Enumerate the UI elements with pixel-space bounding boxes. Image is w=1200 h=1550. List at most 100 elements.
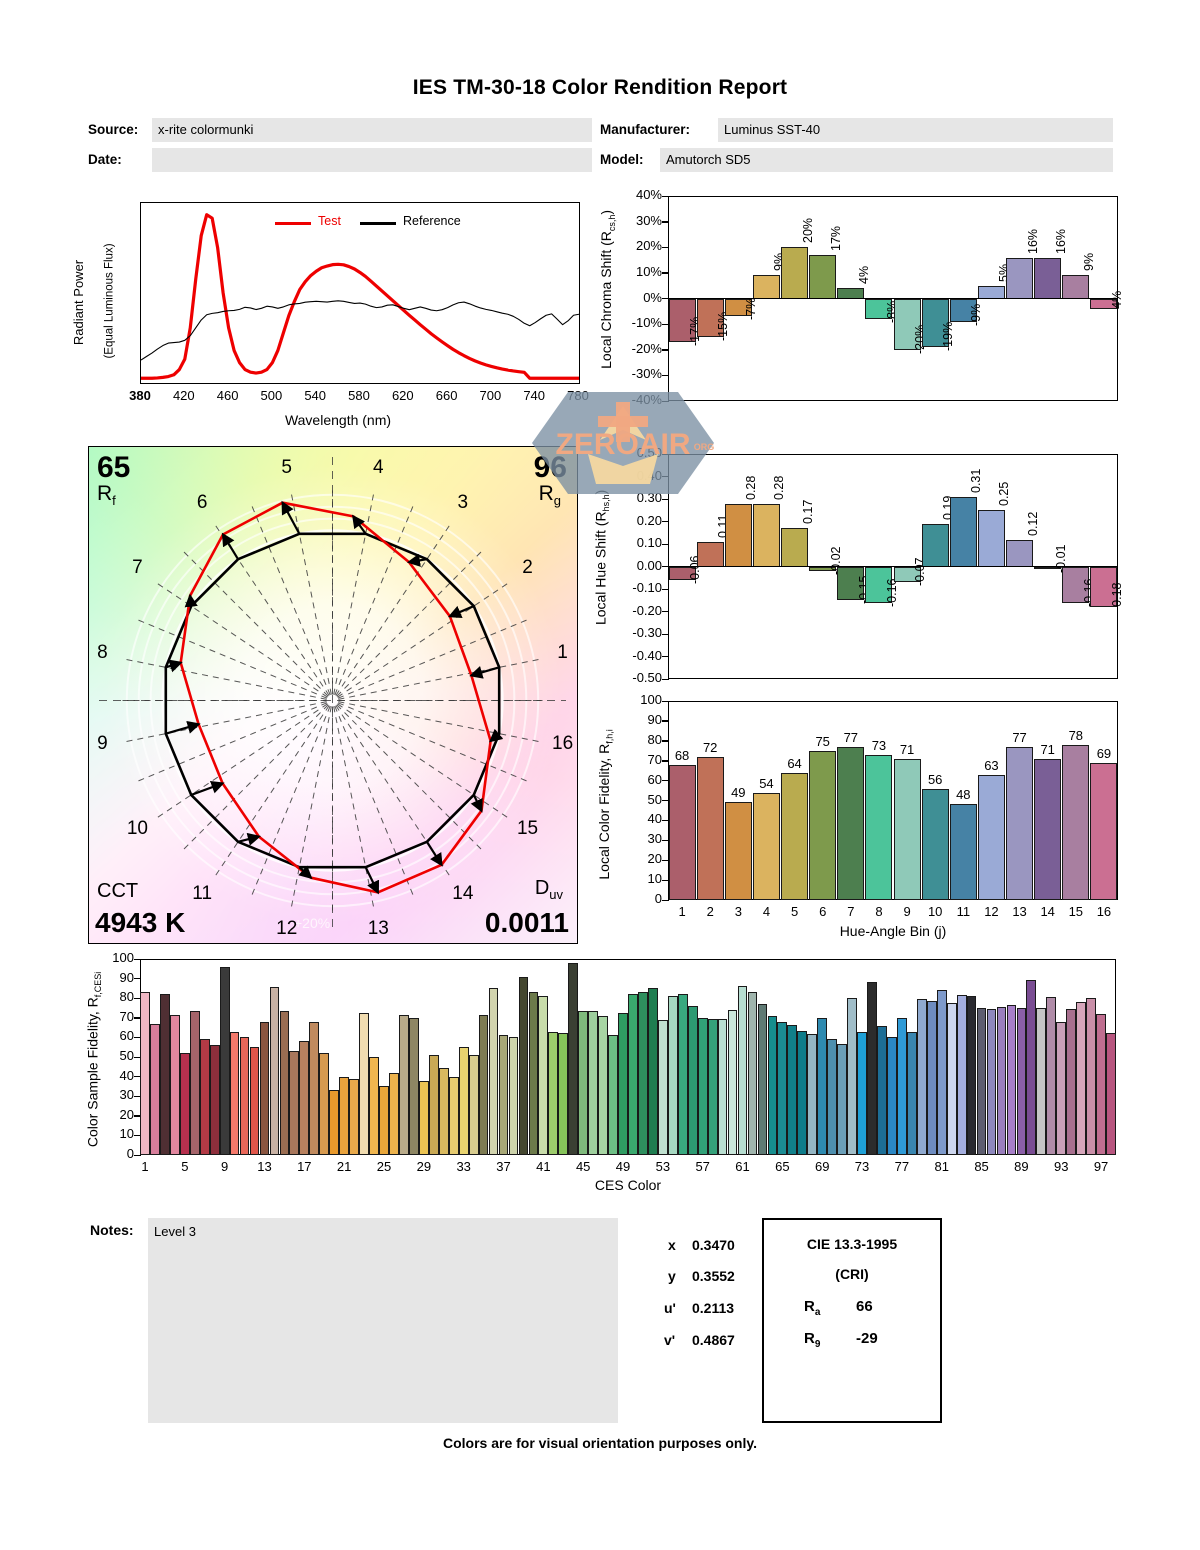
bar (687, 1006, 698, 1155)
bar-label: 75 (815, 733, 830, 749)
xtick: 29 (416, 1159, 432, 1174)
bar (518, 976, 529, 1155)
coord-v-value: 0.4867 (692, 1332, 735, 1348)
bar (1076, 1002, 1086, 1155)
bar (1006, 746, 1034, 900)
vector-bin-10: 10 (126, 817, 148, 839)
coord-y-value: 0.3552 (692, 1268, 735, 1284)
local-hue-shift-chart: Local Hue Shift (Rhs,h) -0.50 -0.40 -0.30 -… (592, 445, 1124, 685)
bar (618, 1012, 628, 1155)
xtick: 53 (655, 1159, 671, 1174)
bar (319, 1053, 330, 1155)
bar (949, 496, 977, 567)
ytick-mark (662, 349, 669, 351)
coord-u-label: u' (664, 1300, 676, 1316)
zero-line (668, 297, 1118, 300)
bar-label: -19% (941, 322, 956, 352)
spd-xtick: 540 (304, 388, 327, 403)
bar (219, 966, 230, 1155)
spd-xtick: 780 (567, 388, 589, 403)
bar (608, 1035, 618, 1155)
bar-label: 64 (787, 755, 802, 771)
page-title: IES TM-30-18 Color Rendition Report (412, 76, 788, 99)
vector-bin-1: 1 (557, 641, 568, 663)
ytick-mark (662, 611, 669, 613)
bar-label: 0.25 (997, 481, 1012, 507)
r9-value: -29 (856, 1330, 878, 1347)
bar (1034, 257, 1062, 299)
date-field[interactable] (152, 148, 592, 172)
bar (438, 1067, 449, 1155)
ra-label: Ra (804, 1298, 821, 1318)
xtick: 5 (790, 904, 799, 919)
bar-label: 16% (1025, 228, 1040, 254)
bar (1006, 257, 1034, 299)
xtick: 9 (221, 1159, 229, 1174)
vector-bin-5: 5 (281, 457, 292, 479)
xtick: 3 (734, 904, 742, 919)
ytick: -30% (631, 366, 662, 382)
ytick: 10% (635, 263, 662, 279)
cri-name: (CRI) (835, 1266, 869, 1282)
hue-ylabel: Local Hue Shift (Rhs,h) (592, 489, 612, 626)
bar-label: 48 (956, 787, 971, 803)
vector-bin-15: 15 (516, 817, 539, 839)
ytick-mark (662, 298, 669, 300)
bar-label: -4% (1109, 290, 1124, 313)
duv-value: 0.0011 (484, 907, 569, 938)
xtick: 97 (1093, 1159, 1109, 1174)
xtick: 12 (984, 904, 999, 919)
manufacturer-value: Luminus SST-40 (724, 122, 821, 137)
ytick-mark (662, 246, 669, 249)
xtick: 69 (814, 1159, 830, 1174)
bar (668, 764, 696, 900)
bar-label: 68 (674, 747, 690, 763)
ytick: -0.40 (632, 647, 662, 663)
manufacturer-field[interactable]: Luminus SST-40 (718, 118, 1113, 142)
ytick-mark (134, 958, 141, 960)
bar-label: 71 (899, 741, 915, 757)
bar (717, 1018, 728, 1155)
bar (977, 774, 1005, 900)
xtick: 89 (1014, 1159, 1029, 1174)
ytick-mark (134, 1095, 141, 1097)
manufacturer-label: Manufacturer: (600, 122, 691, 137)
vector-bin-16: 16 (552, 733, 574, 755)
xtick: 9 (903, 904, 911, 919)
bar (249, 1047, 260, 1155)
bar (847, 998, 857, 1155)
ytick: 80 (119, 989, 134, 1005)
bar (893, 298, 921, 350)
notes-field[interactable]: Level 3 (148, 1218, 618, 1423)
bar-label: -0.18 (1109, 582, 1124, 612)
ytick-mark (662, 566, 669, 568)
model-field[interactable]: Amutorch SD5 (660, 148, 1113, 172)
bar (807, 1034, 818, 1155)
lcf-xlabel: Hue-Angle Bin (j) (839, 923, 947, 939)
bar (369, 1057, 379, 1155)
ytick: 0.30 (636, 490, 662, 505)
bar (558, 1033, 569, 1155)
bar-label: 63 (984, 757, 999, 773)
coord-v-label: v' (664, 1332, 676, 1348)
bar (289, 1051, 300, 1155)
bar (757, 1004, 768, 1155)
source-field[interactable]: x-rite colormunki (152, 118, 592, 142)
spd-legend-label-reference: Reference (403, 214, 461, 228)
bar (548, 1031, 559, 1155)
spd-xtick: 420 (172, 388, 195, 403)
notes-value: Level 3 (154, 1224, 196, 1239)
bar (976, 1008, 987, 1155)
ytick: 0.40 (636, 467, 662, 483)
bar (767, 1015, 778, 1155)
xtick: 17 (297, 1159, 312, 1174)
local-color-fidelity-chart: Local Color Fidelity, Rf,h,i 0 10 20 30 40 50… (596, 692, 1120, 945)
spd-xtick: 580 (348, 388, 370, 403)
ytick: 100 (112, 950, 134, 965)
ytick: 90 (119, 969, 134, 985)
csf-xlabel: CES Color (594, 1177, 662, 1193)
spd-xlabel: Wavelength (nm) (284, 412, 392, 428)
ytick-mark (662, 521, 669, 523)
ytick-mark (662, 453, 669, 455)
